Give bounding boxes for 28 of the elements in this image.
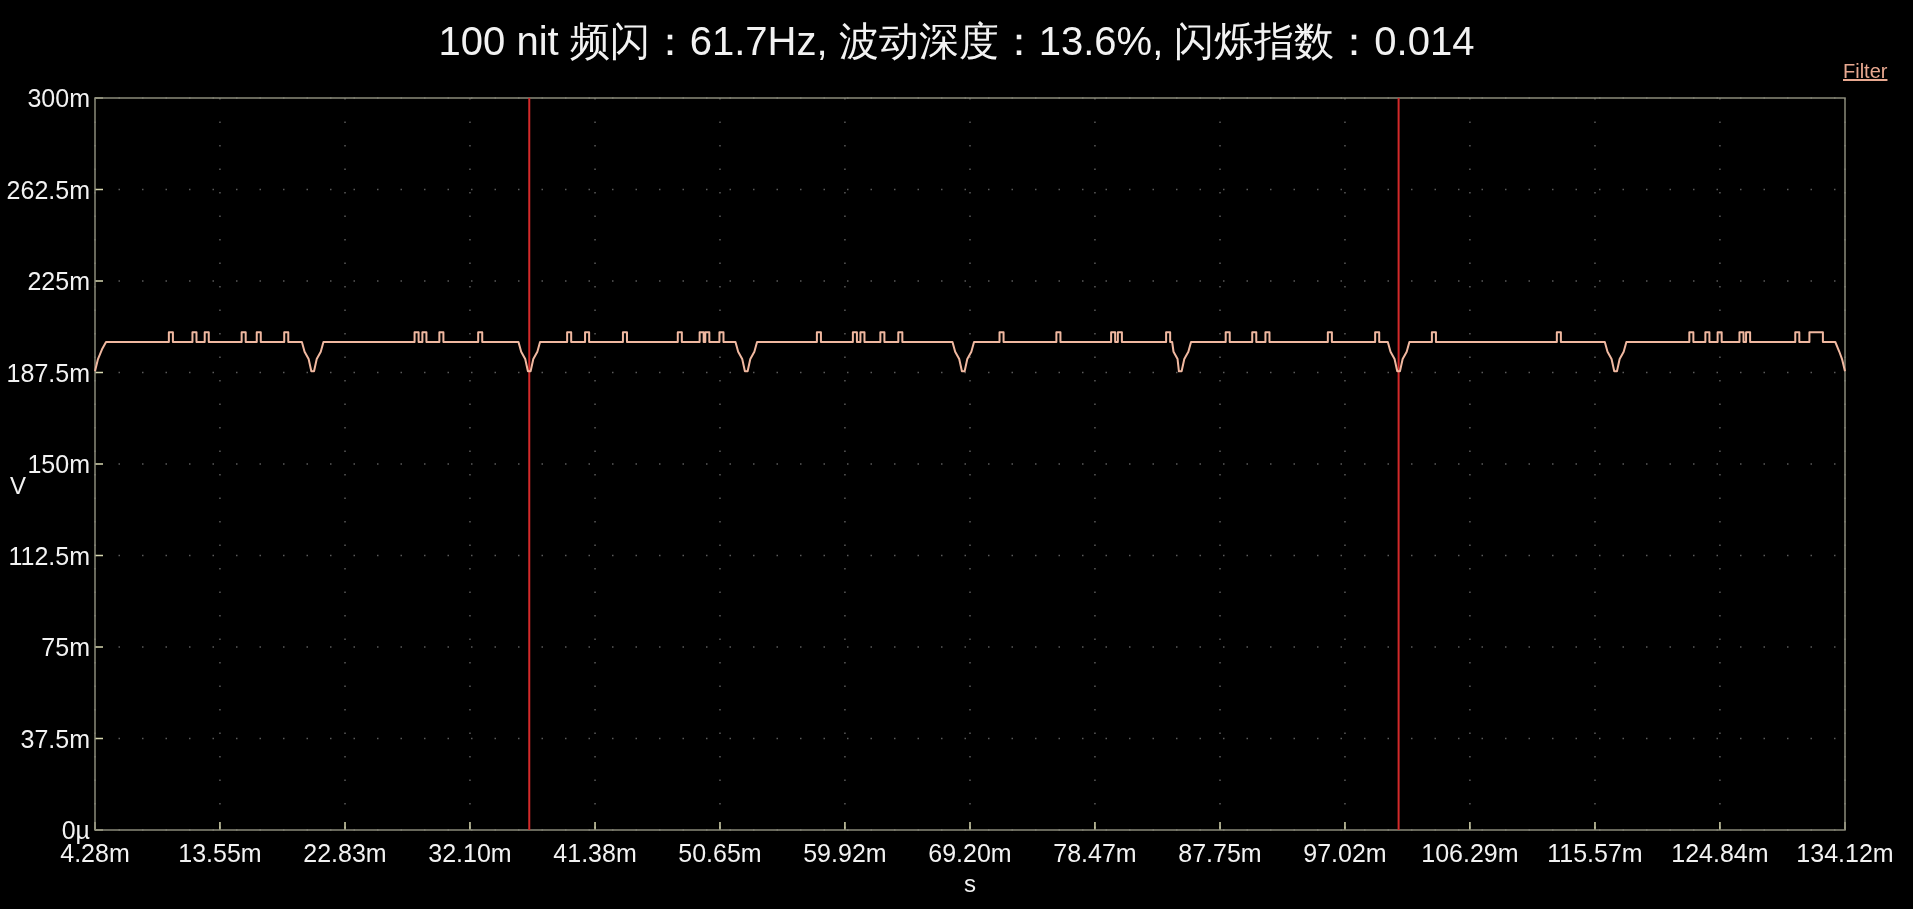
y-tick-label: 262.5m xyxy=(6,175,90,204)
y-tick-label: 300m xyxy=(27,84,90,112)
x-tick-label: 22.83m xyxy=(303,839,387,867)
line-series xyxy=(94,331,1846,373)
y-axis-title: V xyxy=(10,472,27,499)
y-tick-label: 37.5m xyxy=(20,724,90,753)
x-tick-label: 69.20m xyxy=(928,839,1012,867)
y-tick-label: 187.5m xyxy=(6,358,90,387)
y-tick-label: 75m xyxy=(41,633,90,661)
chart-title: 100 nit 频闪：61.7Hz, 波动深度：13.6%, 闪烁指数：0.014 xyxy=(438,19,1475,63)
x-tick-label: 106.29m xyxy=(1421,839,1519,867)
x-tick-label: 41.38m xyxy=(553,839,637,867)
x-tick-label: 59.92m xyxy=(803,839,887,867)
y-tick-label: 0µ xyxy=(61,816,90,844)
x-tick-label: 134.12m xyxy=(1796,839,1894,867)
x-tick-label: 97.02m xyxy=(1303,839,1387,867)
x-tick-label: 87.75m xyxy=(1178,839,1262,867)
x-tick-label: 124.84m xyxy=(1671,839,1769,867)
x-tick-label: 50.65m xyxy=(678,839,762,867)
y-tick-label: 225m xyxy=(27,267,90,295)
x-tick-label: 13.55m xyxy=(178,839,262,867)
x-tick-label: 32.10m xyxy=(428,839,512,867)
x-axis-title: s xyxy=(964,870,976,897)
y-tick-label: 150m xyxy=(27,450,90,478)
text: Filter xyxy=(1843,60,1888,82)
y-tick-label: 112.5m xyxy=(8,541,90,570)
x-tick-label: 115.57m xyxy=(1547,839,1643,867)
x-tick-label: 78.47m xyxy=(1053,839,1137,867)
